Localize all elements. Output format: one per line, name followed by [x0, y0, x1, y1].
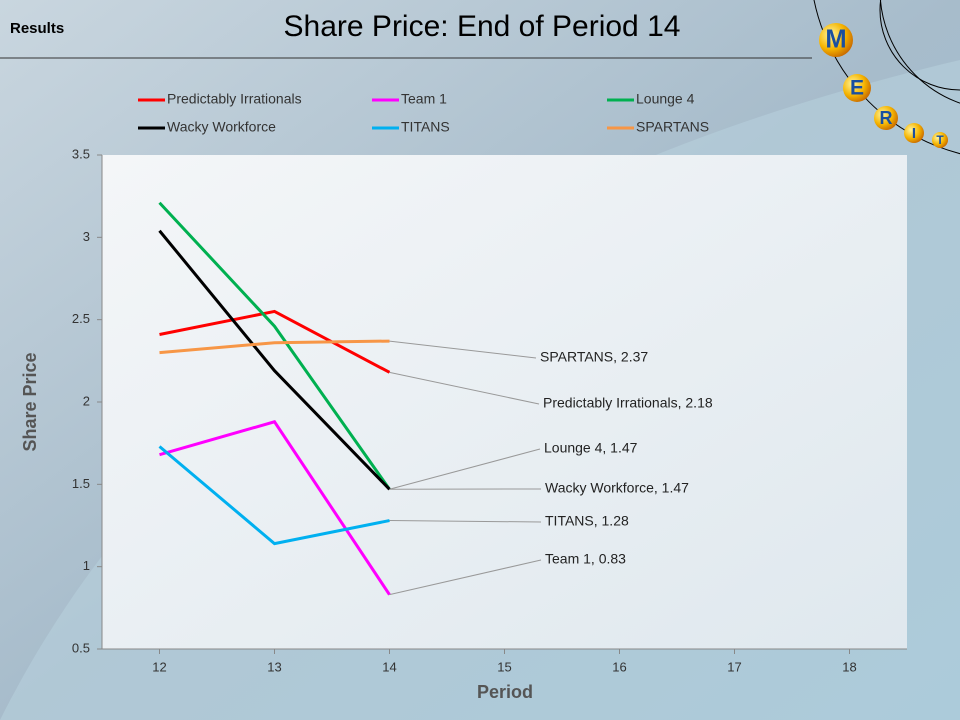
x-tick-label: 17	[727, 659, 741, 674]
logo-letter: R	[880, 108, 893, 128]
logo-ball	[904, 123, 924, 143]
series-line	[158, 445, 390, 546]
leader-line	[389, 340, 537, 359]
data-label: Wacky Workforce, 1.47	[545, 480, 689, 496]
x-tick-label: 16	[612, 659, 626, 674]
logo-letter: T	[936, 133, 944, 147]
series-line	[158, 229, 391, 491]
y-tick-label: 3	[83, 229, 90, 244]
x-axis-label: Period	[477, 682, 533, 702]
x-tick-label: 18	[842, 659, 856, 674]
y-tick-label: 2.5	[72, 311, 90, 326]
logo-ball	[843, 74, 871, 102]
data-label: Team 1, 0.83	[545, 551, 626, 567]
legend-label: Wacky Workforce	[167, 119, 276, 135]
plot-area	[102, 155, 907, 649]
legend-label: Lounge 4	[636, 91, 695, 107]
legend-label: TITANS	[401, 119, 450, 135]
leader-line	[389, 371, 540, 405]
x-tick-label: 13	[267, 659, 281, 674]
y-tick-label: 0.5	[72, 640, 90, 655]
leader-line	[389, 559, 542, 596]
series-line	[159, 339, 390, 355]
x-tick-label: 14	[382, 659, 396, 674]
y-tick-label: 2	[83, 393, 90, 408]
header-label: Results	[10, 20, 64, 37]
data-label: TITANS, 1.28	[545, 513, 629, 529]
logo-ball	[932, 132, 948, 148]
y-tick-label: 1.5	[72, 476, 90, 491]
legend-label: Predictably Irrationals	[167, 91, 302, 107]
decor-circle	[879, 0, 960, 91]
data-label: Lounge 4, 1.47	[544, 440, 638, 456]
x-tick-label: 12	[152, 659, 166, 674]
data-label: Predictably Irrationals, 2.18	[543, 395, 713, 411]
series-line	[158, 201, 391, 491]
series-line	[159, 420, 391, 596]
leader-line	[389, 520, 542, 523]
logo-letter: M	[825, 26, 846, 54]
logo-ball	[819, 23, 853, 57]
logo-ball	[874, 106, 898, 130]
legend-label: Team 1	[401, 91, 447, 107]
logo-letter: I	[912, 125, 916, 142]
y-tick-label: 1	[83, 558, 90, 573]
x-tick-label: 15	[497, 659, 511, 674]
chart-title: Share Price: End of Period 14	[284, 10, 681, 43]
y-tick-label: 3.5	[72, 146, 90, 161]
logo-letter: E	[850, 77, 864, 100]
legend-label: SPARTANS	[636, 119, 709, 135]
y-axis-label: Share Price	[20, 352, 40, 451]
series-line	[159, 309, 391, 374]
leader-line	[389, 448, 541, 490]
data-label: SPARTANS, 2.37	[540, 349, 648, 365]
